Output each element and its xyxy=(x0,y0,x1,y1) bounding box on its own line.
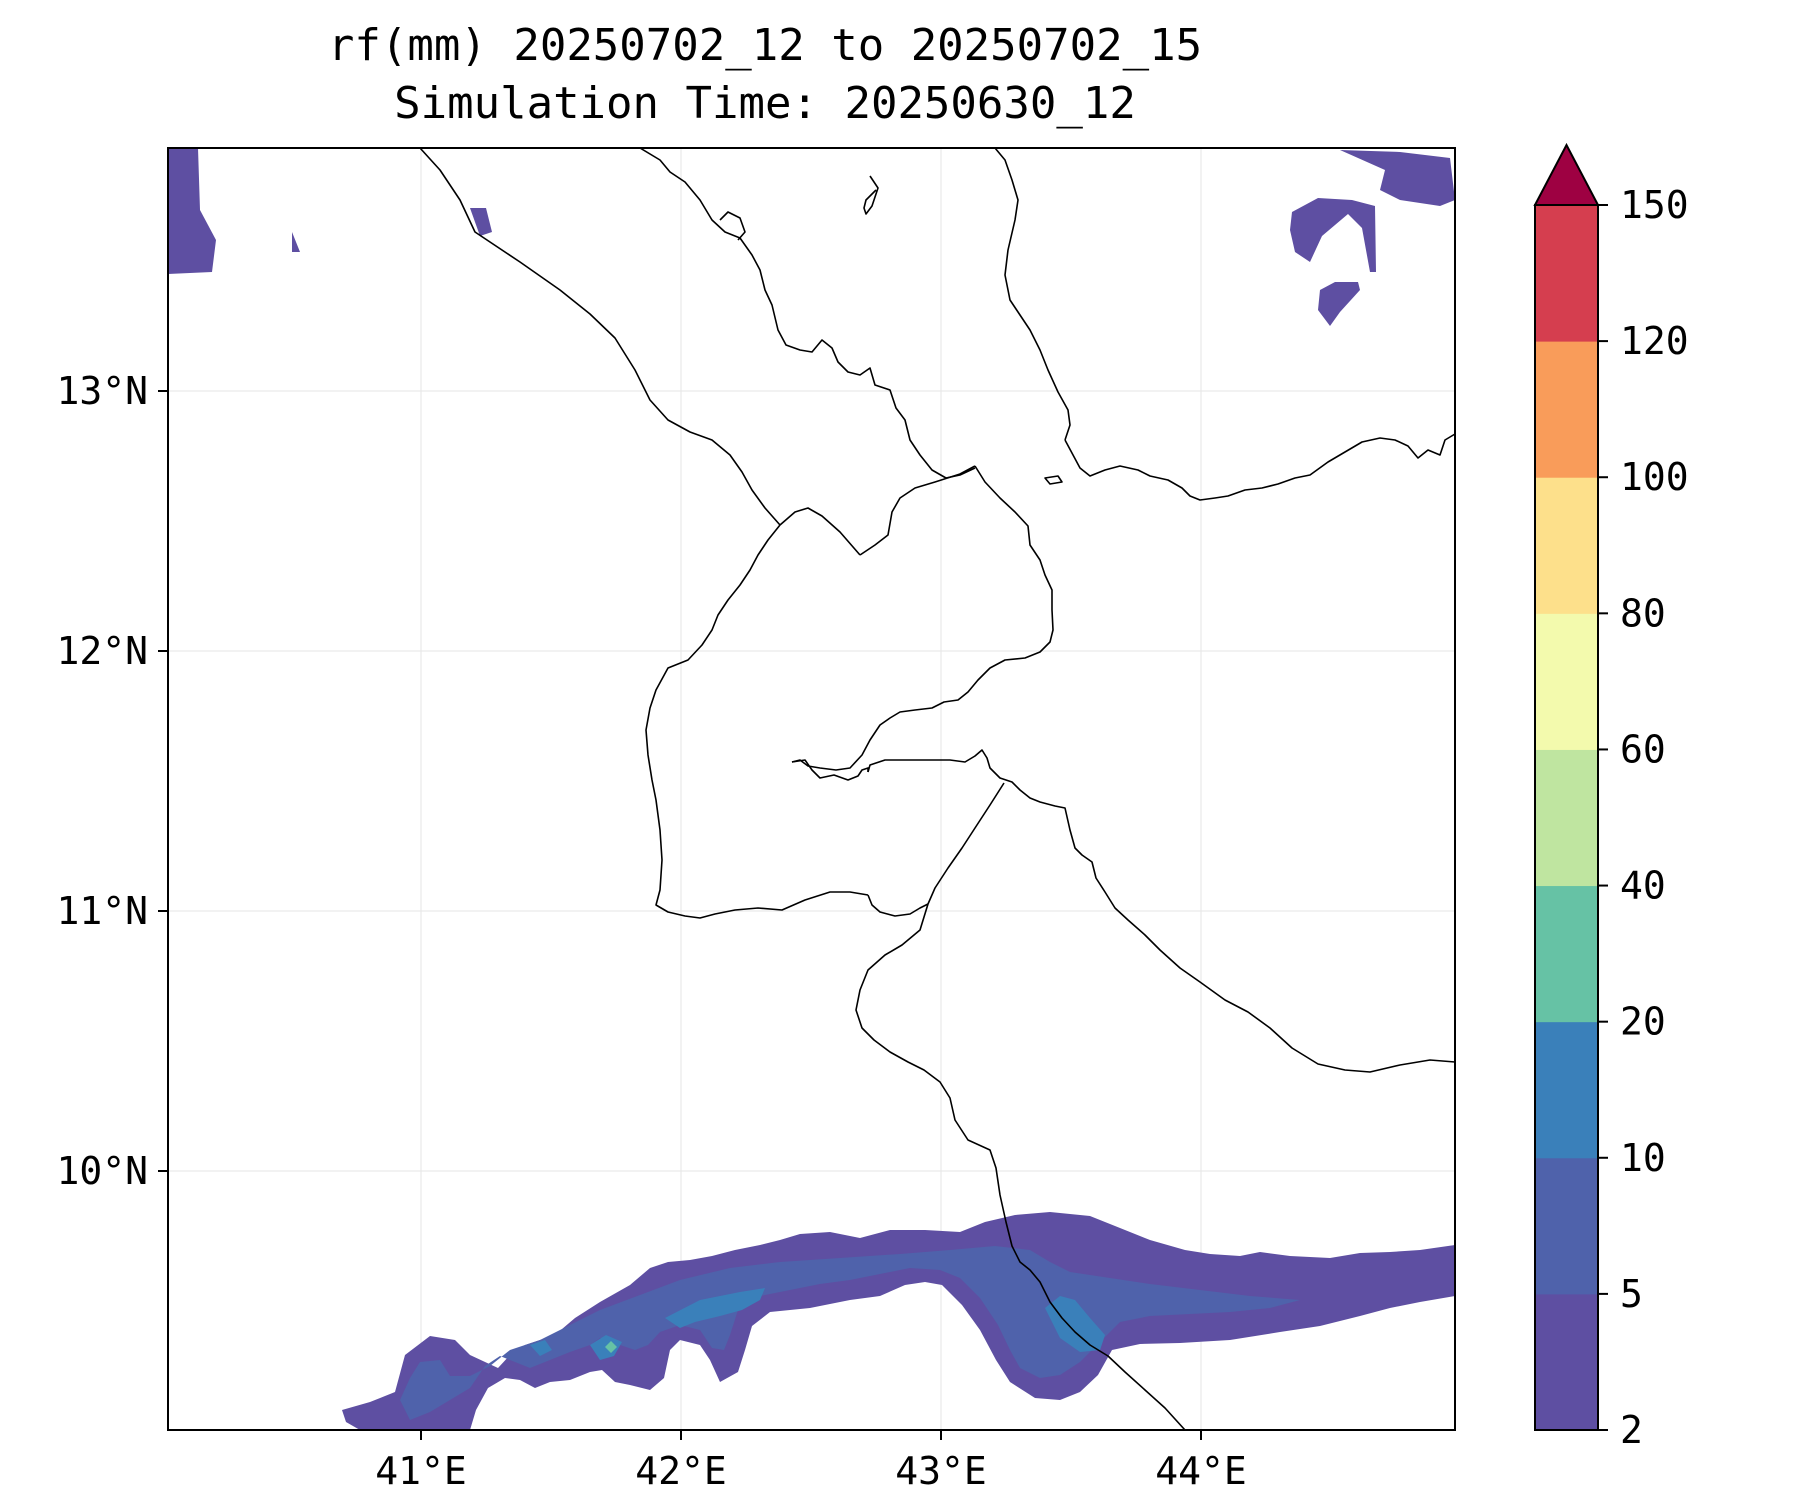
colorbar-band xyxy=(1535,885,1598,1023)
map-title-line-2: Simulation Time: 20250630_12 xyxy=(394,78,1136,129)
rain-cell-level-3 xyxy=(665,1288,765,1328)
lat-tick-label: 12°N xyxy=(56,629,148,673)
border-djibouti-eritrea xyxy=(859,465,976,556)
border-djibouti-ethiopia-west xyxy=(645,524,869,919)
colorbar-tick-label: 100 xyxy=(1620,455,1689,499)
rain-cell-level-2 xyxy=(400,1246,1300,1420)
lat-tick-label: 11°N xyxy=(56,889,148,933)
lon-tick-label: 44°E xyxy=(1155,1449,1247,1493)
colorbar-tick-label: 120 xyxy=(1620,319,1689,363)
rain-cell-level-3 xyxy=(1045,1296,1105,1352)
colorbar-extend-arrow xyxy=(1533,142,1600,206)
colorbar: 2 5 10 20 40 60 80 100 120 150 xyxy=(1533,142,1689,1452)
lat-tick-label: 13°N xyxy=(56,369,148,413)
coastline-island xyxy=(863,175,879,215)
rain-cell-level-1 xyxy=(292,232,300,252)
colorbar-tick-label: 40 xyxy=(1620,864,1666,908)
coastline-yemen-west xyxy=(994,148,1071,441)
colorbar-band xyxy=(1535,749,1598,887)
coastline-djibouti-gulf xyxy=(791,759,869,781)
border-somalia-ethiopia xyxy=(855,782,1186,1430)
coastline-eritrea-inlet xyxy=(719,211,746,241)
colorbar-outline xyxy=(1534,204,1599,1431)
map-frame xyxy=(167,147,1456,1431)
rainfall-contours xyxy=(168,148,1455,1430)
gridlines xyxy=(168,148,1455,1430)
axis-tick-marks xyxy=(158,390,1202,1440)
border-djibouti-ethiopia-east xyxy=(867,894,929,917)
coastlines-and-borders xyxy=(419,148,1455,1430)
colorbar-tick-label: 5 xyxy=(1620,1272,1643,1316)
lon-tick-label: 41°E xyxy=(375,1449,467,1493)
lon-tick-label: 42°E xyxy=(635,1449,727,1493)
colorbar-tick-label: 10 xyxy=(1620,1136,1666,1180)
rain-cell-level-4 xyxy=(605,1341,617,1353)
rain-cell-level-1 xyxy=(470,208,492,236)
colorbar-band xyxy=(1535,477,1598,614)
colorbar-tick-label: 60 xyxy=(1620,727,1666,771)
rain-cell-level-1 xyxy=(1340,150,1455,206)
colorbar-band xyxy=(1535,1157,1598,1295)
colorbar-band xyxy=(1535,613,1598,750)
coastline-red-sea-west xyxy=(419,148,781,526)
colorbar-band xyxy=(1535,1293,1598,1431)
lon-tick-label: 43°E xyxy=(895,1449,987,1493)
coastline-yemen-south xyxy=(1064,433,1455,501)
rain-cell-level-3 xyxy=(530,1340,552,1356)
rain-cell-level-1 xyxy=(1290,198,1376,272)
border-eritrea-ethiopia xyxy=(779,507,861,556)
colorbar-band xyxy=(1535,205,1598,342)
lat-tick-label: 10°N xyxy=(56,1149,148,1193)
coastline-djibouti xyxy=(867,749,1455,1073)
rain-cell-level-1 xyxy=(1318,282,1360,326)
coastline-east-africa xyxy=(791,465,1054,771)
colorbar-tick-label: 20 xyxy=(1620,1000,1666,1044)
colorbar-tick-label: 150 xyxy=(1620,183,1689,227)
colorbar-tick-label: 2 xyxy=(1620,1408,1643,1452)
lon-tick-labels: 41°E 42°E 43°E 44°E xyxy=(375,1449,1247,1493)
coastline-eritrea xyxy=(639,148,976,479)
rain-cell-level-1 xyxy=(168,148,216,274)
colorbar-band xyxy=(1535,341,1598,478)
colorbar-tick-label: 80 xyxy=(1620,591,1666,635)
coastline-island-small xyxy=(1044,475,1063,485)
lat-tick-labels: 13°N 12°N 11°N 10°N xyxy=(56,369,148,1193)
map-title-line-1: rf(mm) 20250702_12 to 20250702_15 xyxy=(327,20,1203,71)
rain-cell-level-1 xyxy=(342,1212,1455,1430)
colorbar-band xyxy=(1535,1021,1598,1159)
